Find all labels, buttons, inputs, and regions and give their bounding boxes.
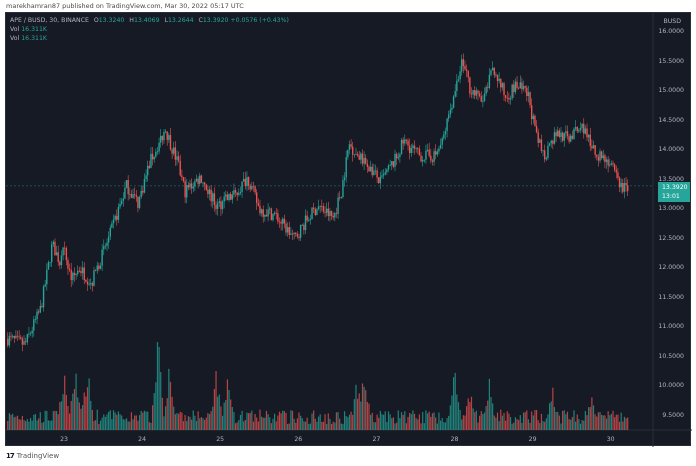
time-tick: 26 [294,436,303,443]
price-tick: 16.0000 [658,28,684,35]
chart-legend: APE / BUSD, 30, BINANCE O13.3240 H13.406… [10,16,289,43]
candlestick-plot[interactable] [6,13,692,447]
volume-row: Vol 16.311K [10,26,47,33]
brand-label: TradingView [16,452,60,460]
footer: 17 TradingView [6,452,59,460]
price-tick: 14.0000 [658,146,684,153]
price-tick: 14.5000 [658,116,684,124]
price-tick: 11.0000 [658,323,684,330]
low-value: 13.2644 [167,17,194,24]
price-tick: 10.5000 [658,352,684,360]
price-tick: 13.5000 [658,175,684,183]
tradingview-logo-icon: 17 [6,452,15,460]
ohlc-row: APE / BUSD, 30, BINANCE O13.3240 H13.406… [10,17,289,24]
high-value: 13.4069 [133,17,160,24]
time-tick: 27 [372,436,381,443]
price-tick: 12.0000 [658,264,684,271]
price-tick: 11.5000 [658,293,684,301]
publisher-line: marekhamran87 published on TradingView.c… [6,2,244,10]
price-tick: 15.5000 [658,57,684,65]
time-tick: 23 [60,436,68,443]
price-tick: 9.5000 [662,411,684,419]
time-tick: 25 [216,436,225,443]
price-tick: 13.0000 [658,205,684,212]
chart-panel[interactable]: APE / BUSD, 30, BINANCE O13.3240 H13.406… [5,12,692,447]
close-value: 13.3920 [202,17,229,24]
price-tick: 15.0000 [658,87,684,94]
time-tick: 29 [528,436,537,443]
time-tick: 24 [138,436,147,443]
bar-countdown: 13:01 [662,193,680,200]
price-tick: 10.0000 [658,382,684,389]
current-price-badge: 13.3920 13:01 [658,182,690,202]
time-tick: 28 [450,436,459,443]
open-value: 13.3240 [98,17,125,24]
price-tick: 12.5000 [658,234,684,242]
symbol-label[interactable]: APE / BUSD, 30, BINANCE [10,17,89,24]
change-value: +0.0576 (+0.43%) [230,17,289,24]
time-tick: 30 [606,436,615,443]
volume-row: Vol 16.311K [10,35,47,42]
currency-label: BUSD [663,18,681,25]
current-price: 13.3920 [662,184,688,191]
